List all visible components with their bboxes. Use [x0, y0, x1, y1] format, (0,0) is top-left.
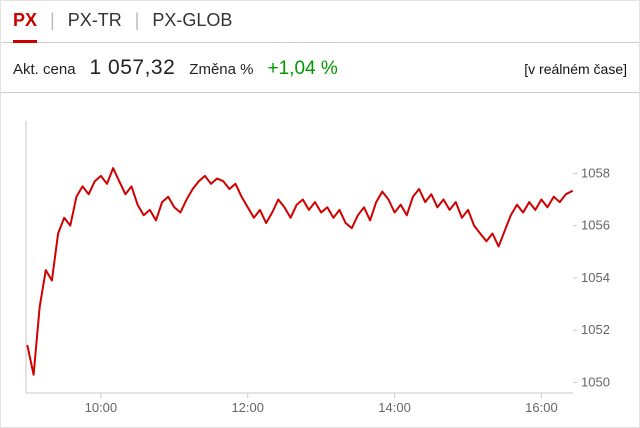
svg-text:1050: 1050 — [581, 375, 610, 390]
tab-separator: | — [134, 10, 140, 30]
svg-text:14:00: 14:00 — [378, 400, 411, 415]
svg-text:12:00: 12:00 — [231, 400, 264, 415]
tab-px-tr[interactable]: PX-TR — [68, 10, 122, 40]
svg-text:1058: 1058 — [581, 165, 610, 180]
index-tabbar: PX | PX-TR | PX-GLOB — [1, 1, 639, 43]
current-price-row: Akt. cena 1 057,32 Změna % +1,04 % [v re… — [1, 43, 639, 93]
price-chart: 10:00 12:00 14:00 16:00 1050 1052 1054 1056 1058 — [25, 121, 610, 415]
change-value: +1,04 % — [267, 58, 338, 79]
change-label: Změna % — [189, 61, 254, 78]
tab-px[interactable]: PX — [13, 10, 38, 43]
svg-text:16:00: 16:00 — [525, 400, 558, 415]
realtime-note: [v reálném čase] — [524, 61, 627, 77]
price-label: Akt. cena — [13, 61, 76, 78]
svg-text:10:00: 10:00 — [85, 400, 118, 415]
tab-px-glob[interactable]: PX-GLOB — [152, 10, 232, 40]
price-value: 1 057,32 — [89, 56, 176, 79]
svg-text:1052: 1052 — [581, 322, 610, 337]
svg-text:1056: 1056 — [581, 218, 610, 233]
svg-text:1054: 1054 — [581, 270, 610, 285]
chart-area: 10:00 12:00 14:00 16:00 1050 1052 1054 1056 1058 — [1, 93, 639, 427]
tab-separator: | — [50, 10, 55, 30]
